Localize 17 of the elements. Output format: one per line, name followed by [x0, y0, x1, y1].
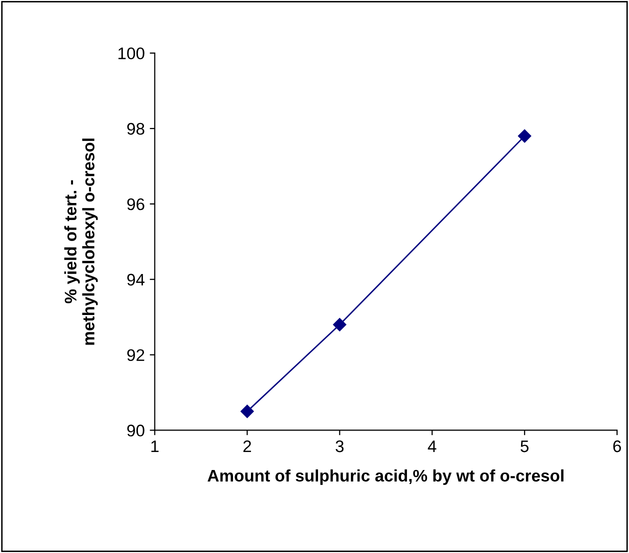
x-tick-label: 3 — [336, 440, 344, 452]
x-tick-label: 5 — [520, 440, 529, 452]
y-tick-label: 96 — [127, 198, 144, 210]
point — [333, 318, 346, 332]
x-tick-label: 1 — [151, 440, 159, 452]
y-axis-title: % yield of tert. - methylcyclohexyl o-cresol — [64, 138, 98, 345]
x-tick-label: 2 — [243, 440, 251, 452]
y-tick-label: 90 — [127, 424, 144, 436]
y-tick-label: 100 — [118, 47, 144, 60]
point — [240, 404, 254, 418]
x-tick-label: 6 — [613, 440, 621, 452]
point — [518, 129, 532, 143]
y-tick-label: 92 — [127, 349, 144, 362]
y-tick-label: 98 — [127, 122, 144, 135]
x-axis-title: Amount of sulphuric acid,% by wt of o-cresol — [208, 469, 564, 485]
x-tick-label: 4 — [428, 440, 436, 452]
y-tick-label: 94 — [127, 274, 145, 286]
